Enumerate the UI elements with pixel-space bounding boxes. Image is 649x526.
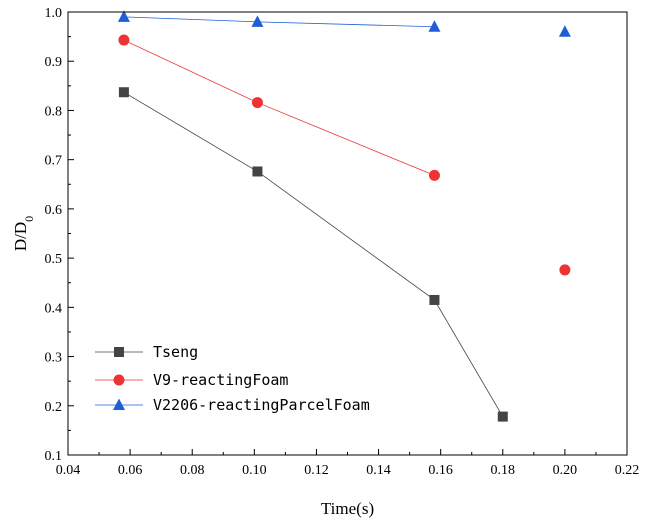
legend-marker-square bbox=[114, 347, 124, 357]
series-line-0 bbox=[123, 91, 504, 417]
data-point-triangle bbox=[251, 15, 264, 27]
series-line-2 bbox=[123, 16, 435, 28]
y-axis-label-main: D/D bbox=[11, 222, 30, 251]
legend-entry-label: V2206-reactingParcelFoam bbox=[153, 396, 370, 414]
x-tick-label: 0.18 bbox=[491, 463, 516, 478]
y-tick-label: 0.8 bbox=[45, 104, 63, 119]
x-tick-label: 0.16 bbox=[428, 463, 453, 478]
y-tick-label: 1.0 bbox=[45, 6, 63, 21]
series-marks bbox=[117, 10, 571, 422]
y-tick-label: 0.6 bbox=[45, 203, 63, 218]
y-axis-label: D/D0 bbox=[11, 216, 36, 251]
legend-entry-label: V9-reactingFoam bbox=[153, 371, 288, 389]
y-tick-label: 0.7 bbox=[45, 154, 63, 169]
y-axis-label-subscript: 0 bbox=[22, 216, 36, 222]
data-point-triangle bbox=[428, 20, 441, 32]
x-tick-label: 0.14 bbox=[366, 463, 391, 478]
x-tick-label: 0.22 bbox=[615, 463, 640, 478]
legend-marker-triangle bbox=[113, 398, 125, 410]
legend-marker-circle bbox=[113, 374, 125, 386]
x-axis-label: Time(s) bbox=[321, 499, 374, 518]
x-tick-label: 0.12 bbox=[304, 463, 329, 478]
data-point-square bbox=[497, 411, 508, 422]
y-tick-label: 0.4 bbox=[45, 301, 63, 316]
plot-frame bbox=[67, 11, 628, 456]
series-line-1 bbox=[123, 39, 435, 176]
x-tick-labels: 0.04 0.06 0.08 0.10 0.12 0.14 0.16 0.18 0.20 0.22 bbox=[56, 463, 640, 478]
data-point-circle bbox=[118, 34, 130, 46]
y-tick-label: 0.3 bbox=[45, 351, 63, 366]
y-tick-label: 0.5 bbox=[45, 252, 63, 267]
data-point-square bbox=[118, 87, 129, 98]
legend: Tseng V9-reactingFoam V2206-reactingParcel… bbox=[95, 343, 370, 414]
y-tick-label: 0.1 bbox=[45, 449, 63, 464]
x-tick-label: 0.10 bbox=[242, 463, 267, 478]
data-point-triangle bbox=[117, 10, 130, 22]
legend-entry-label: Tseng bbox=[153, 343, 198, 361]
data-point-circle bbox=[251, 97, 263, 109]
y-tick-labels: 0.1 0.2 0.3 0.4 0.5 0.6 0.7 0.8 0.9 1.0 bbox=[45, 6, 63, 464]
data-point-square bbox=[252, 166, 263, 177]
x-tick-label: 0.20 bbox=[553, 463, 578, 478]
data-point-circle bbox=[559, 264, 571, 276]
x-tick-label: 0.06 bbox=[118, 463, 143, 478]
y-tick-label: 0.2 bbox=[45, 400, 63, 415]
data-point-circle bbox=[428, 169, 440, 181]
data-point-square bbox=[429, 294, 440, 305]
x-tick-label: 0.08 bbox=[180, 463, 205, 478]
axis-ticks bbox=[67, 11, 628, 456]
x-tick-label: 0.04 bbox=[56, 463, 81, 478]
y-tick-label: 0.9 bbox=[45, 55, 63, 70]
data-point-triangle bbox=[558, 25, 571, 37]
